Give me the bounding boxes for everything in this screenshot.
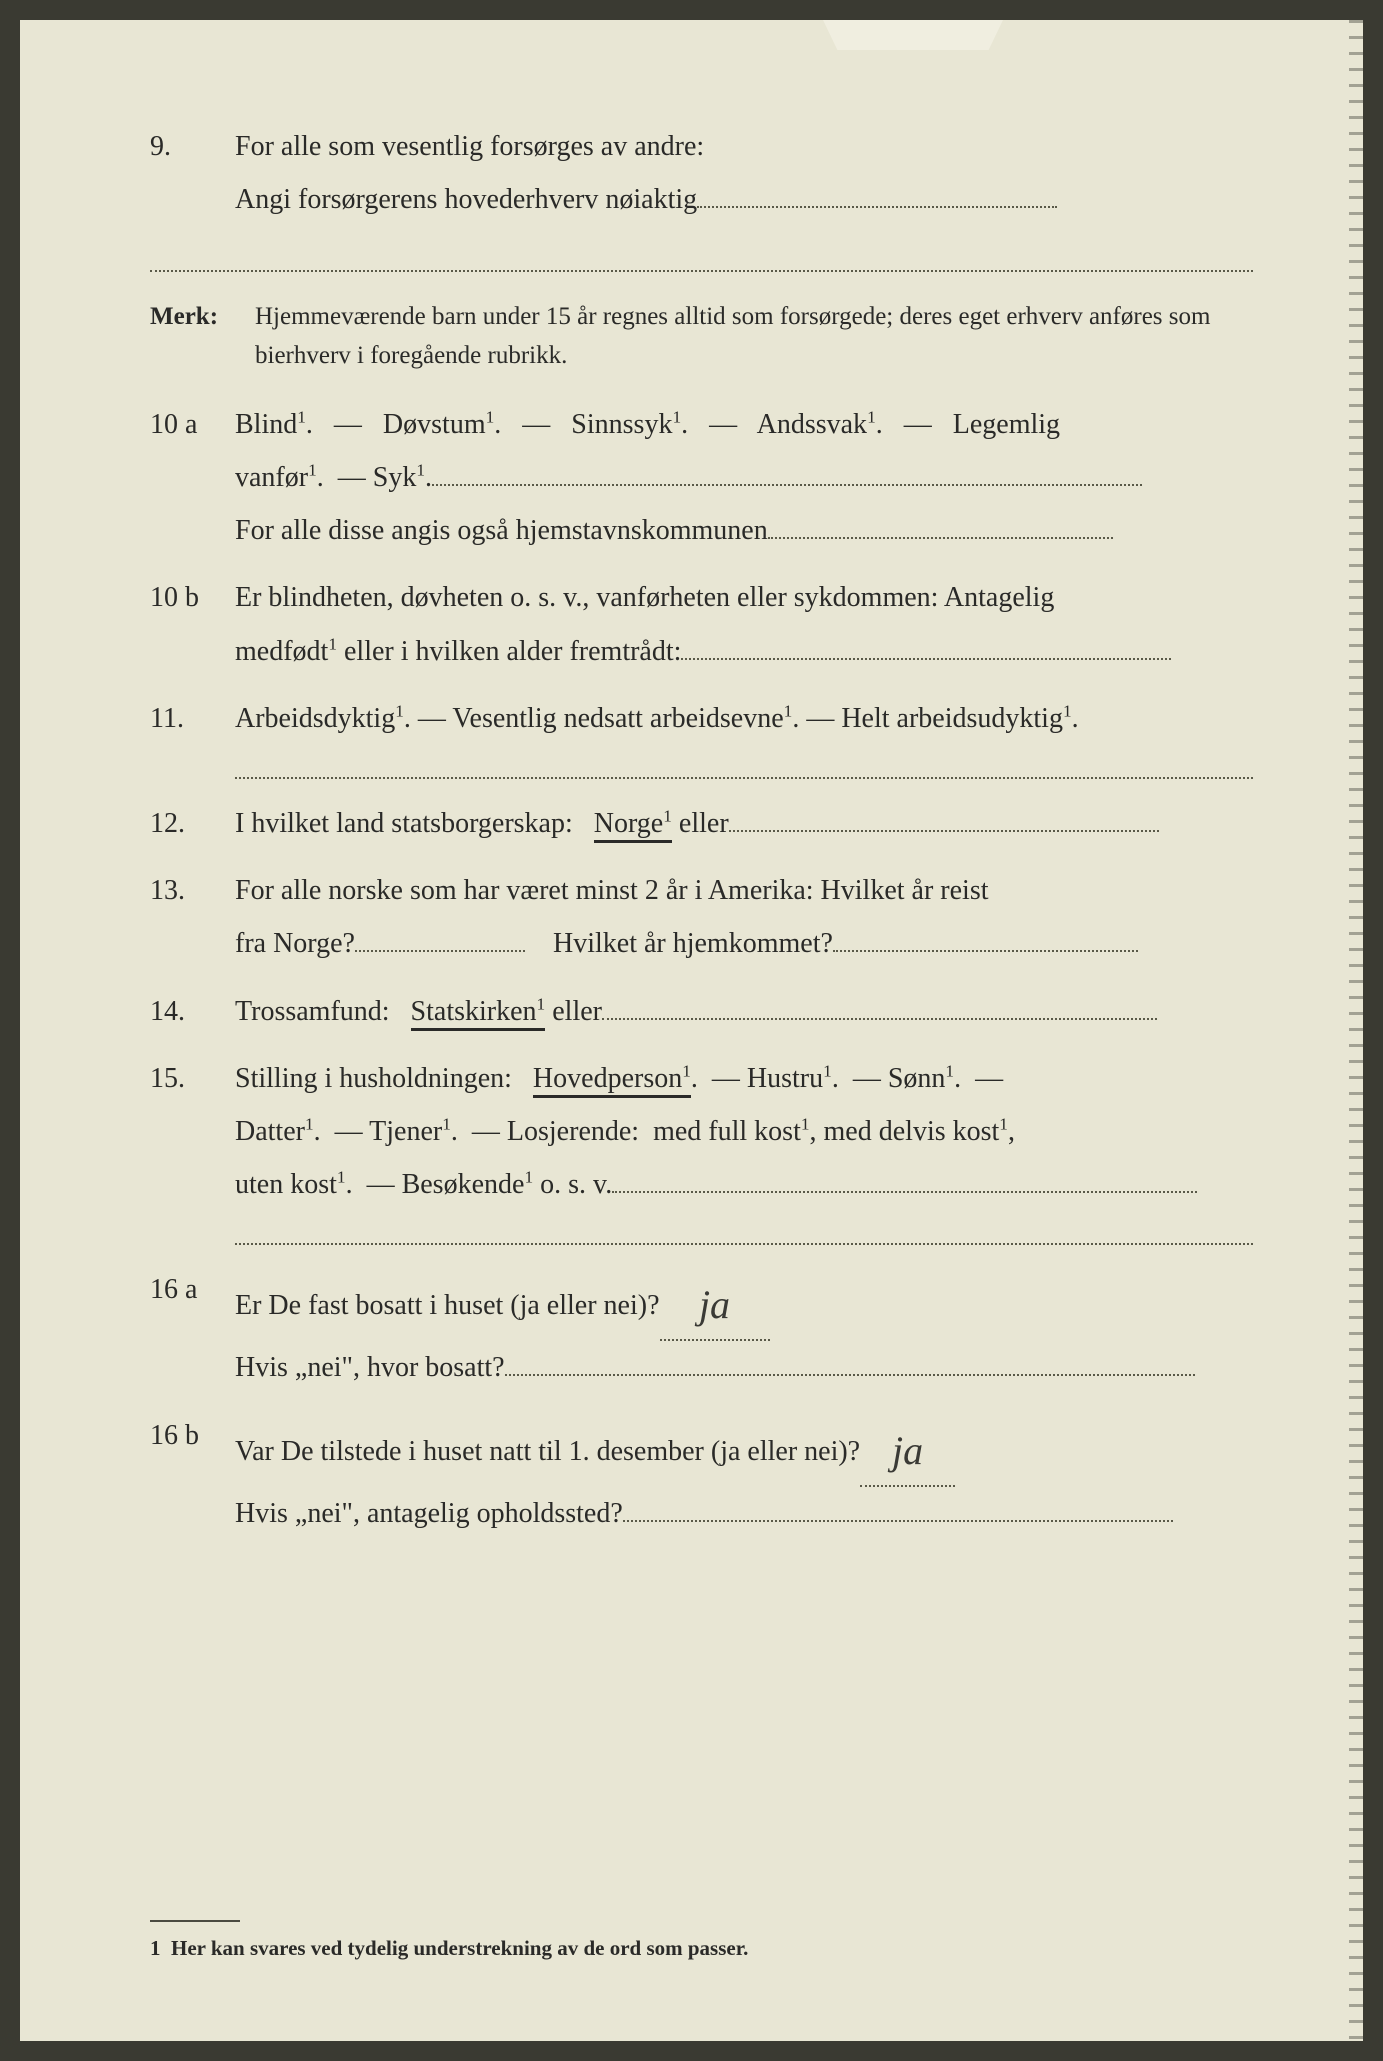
q16b-line2: Hvis „nei", antagelig opholdssted?	[235, 1487, 1253, 1540]
question-number: 9.	[150, 120, 235, 226]
question-body: Blind1. — Døvstum1. — Sinnssyk1. — Andss…	[235, 398, 1253, 558]
dotted-fill	[697, 206, 1057, 208]
question-number: 10 a	[150, 398, 235, 558]
q10a-line3: For alle disse angis også hjemstavnskomm…	[235, 504, 1253, 557]
question-body: Stilling i husholdningen: Hovedperson1. …	[235, 1052, 1253, 1212]
question-number: 14.	[150, 985, 235, 1038]
merk-text: Hjemmeværende barn under 15 år regnes al…	[255, 298, 1253, 376]
question-11: 11. Arbeidsdyktig1. — Vesentlig nedsatt …	[150, 692, 1253, 745]
dotted-fill	[623, 1520, 1173, 1522]
question-body: I hvilket land statsborgerskap: Norge1 e…	[235, 797, 1253, 850]
question-body: For alle som vesentlig forsørges av andr…	[235, 120, 1253, 226]
q15-line3: uten kost1. — Besøkende1 o. s. v.	[235, 1158, 1253, 1211]
handwritten-answer: ja	[892, 1428, 923, 1473]
q13-line1: For alle norske som har været minst 2 år…	[235, 864, 1253, 917]
separator-line	[150, 256, 1253, 272]
question-14: 14. Trossamfund: Statskirken1 eller	[150, 985, 1253, 1038]
footnote-text: Her kan svares ved tydelig understreknin…	[171, 1936, 748, 1960]
question-16a: 16 a Er De fast bosatt i huset (ja eller…	[150, 1263, 1253, 1394]
q16b-line1: Var De tilstede i huset natt til 1. dese…	[235, 1409, 1253, 1487]
form-page: 9. For alle som vesentlig forsørges av a…	[20, 20, 1363, 2041]
question-16b: 16 b Var De tilstede i huset natt til 1.…	[150, 1409, 1253, 1540]
dotted-fill	[612, 1191, 1197, 1193]
q13-line2: fra Norge? Hvilket år hjemkommet?	[235, 917, 1253, 970]
question-number: 10 b	[150, 571, 235, 677]
footnote-marker: 1	[150, 1936, 161, 1960]
question-body: Er De fast bosatt i huset (ja eller nei)…	[235, 1263, 1253, 1394]
q15-line2: Datter1. — Tjener1. — Losjerende: med fu…	[235, 1105, 1253, 1158]
question-10a: 10 a Blind1. — Døvstum1. — Sinnssyk1. — …	[150, 398, 1253, 558]
q16a-line1: Er De fast bosatt i huset (ja eller nei)…	[235, 1263, 1253, 1341]
q10b-line1: Er blindheten, døvheten o. s. v., vanfør…	[235, 571, 1253, 624]
q9-line2: Angi forsørgerens hovederhverv nøiaktig	[235, 173, 1253, 226]
separator-line	[235, 1229, 1253, 1245]
dotted-fill	[432, 484, 1142, 486]
dotted-fill	[681, 658, 1171, 660]
question-body: Trossamfund: Statskirken1 eller	[235, 985, 1253, 1038]
dotted-fill	[768, 537, 1113, 539]
underlined-statskirken: Statskirken1	[411, 996, 546, 1031]
question-number: 13.	[150, 864, 235, 970]
q15-line1: Stilling i husholdningen: Hovedperson1. …	[235, 1052, 1253, 1105]
question-number: 11.	[150, 692, 235, 745]
q9-line1: For alle som vesentlig forsørges av andr…	[235, 120, 1253, 173]
dotted-fill	[729, 830, 1159, 832]
q10a-options-line1: Blind1. — Døvstum1. — Sinnssyk1. — Andss…	[235, 398, 1253, 451]
q16a-line2: Hvis „nei", hvor bosatt?	[235, 1341, 1253, 1394]
footnote: 1 Her kan svares ved tydelig understrekn…	[150, 1936, 1253, 1961]
note-merk: Merk: Hjemmeværende barn under 15 år reg…	[150, 298, 1253, 376]
question-10b: 10 b Er blindheten, døvheten o. s. v., v…	[150, 571, 1253, 677]
dotted-fill	[602, 1018, 1157, 1020]
q10a-options-line2: vanfør1. — Syk1.	[235, 451, 1253, 504]
footnote-rule	[150, 1920, 240, 1922]
merk-label: Merk:	[150, 298, 255, 376]
dotted-fill	[833, 950, 1138, 952]
underlined-hovedperson: Hovedperson1	[533, 1063, 691, 1098]
question-body: Er blindheten, døvheten o. s. v., vanfør…	[235, 571, 1253, 677]
question-9: 9. For alle som vesentlig forsørges av a…	[150, 120, 1253, 226]
question-number: 15.	[150, 1052, 235, 1212]
question-body: For alle norske som har været minst 2 år…	[235, 864, 1253, 970]
question-13: 13. For alle norske som har været minst …	[150, 864, 1253, 970]
question-15: 15. Stilling i husholdningen: Hovedperso…	[150, 1052, 1253, 1212]
question-number: 12.	[150, 797, 235, 850]
question-body: Arbeidsdyktig1. — Vesentlig nedsatt arbe…	[235, 692, 1253, 745]
answer-field: ja	[860, 1409, 955, 1487]
answer-field: ja	[660, 1263, 770, 1341]
dotted-fill	[505, 1374, 1195, 1376]
question-number: 16 b	[150, 1409, 235, 1540]
q10b-line2: medfødt1 eller i hvilken alder fremtrådt…	[235, 625, 1253, 678]
question-12: 12. I hvilket land statsborgerskap: Norg…	[150, 797, 1253, 850]
separator-line	[235, 763, 1253, 779]
handwritten-answer: ja	[699, 1282, 730, 1327]
question-number: 16 a	[150, 1263, 235, 1394]
underlined-norge: Norge1	[594, 808, 672, 843]
dotted-fill	[355, 950, 525, 952]
question-body: Var De tilstede i huset natt til 1. dese…	[235, 1409, 1253, 1540]
